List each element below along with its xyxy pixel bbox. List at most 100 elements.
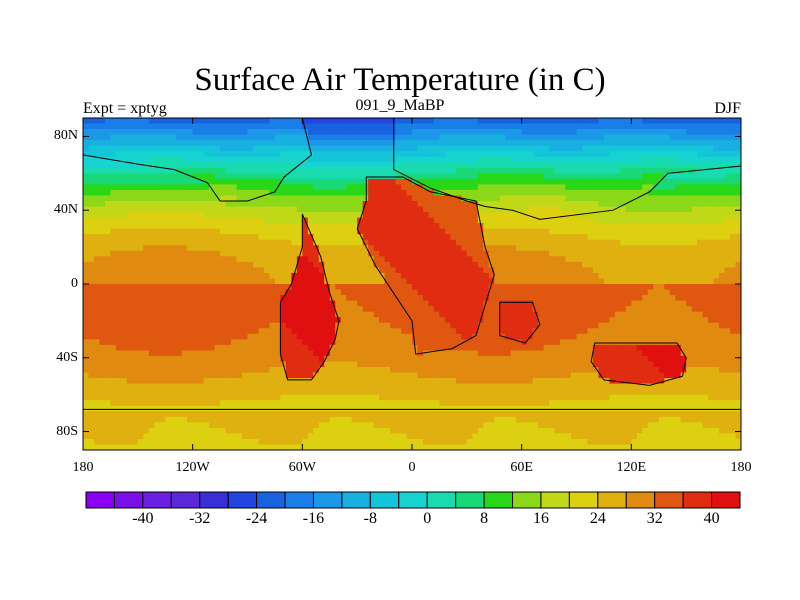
field-cell (88, 145, 95, 152)
field-cell (422, 212, 429, 219)
field-cell (143, 145, 150, 152)
field-cell (401, 189, 408, 196)
field-cell (247, 306, 254, 313)
field-cell (620, 239, 627, 246)
field-cell (357, 311, 364, 318)
field-cell (313, 333, 320, 340)
field-cell (521, 173, 528, 180)
field-cell (532, 212, 539, 219)
field-cell (609, 295, 616, 302)
field-cell (143, 317, 150, 324)
field-cell (187, 339, 194, 346)
field-cell (296, 129, 303, 136)
field-cell (340, 129, 347, 136)
field-cell (592, 267, 599, 274)
field-cell (263, 300, 270, 307)
field-cell (697, 162, 704, 169)
field-cell (252, 156, 259, 163)
field-cell (614, 162, 621, 169)
field-cell (691, 289, 698, 296)
field-cell (121, 156, 128, 163)
field-cell (242, 306, 248, 313)
field-cell (571, 173, 577, 180)
field-cell (99, 206, 106, 213)
field-cell (691, 212, 698, 219)
field-cell (357, 256, 364, 263)
field-cell (220, 178, 227, 185)
field-cell (291, 306, 298, 313)
field-cell (686, 317, 693, 324)
field-cell (422, 184, 429, 191)
field-cell (280, 300, 287, 307)
field-cell (302, 333, 309, 340)
field-cell (192, 118, 199, 125)
field-cell (307, 129, 314, 136)
field-cell (713, 156, 720, 163)
field-cell (83, 173, 89, 180)
field-cell (231, 261, 238, 268)
field-cell (274, 234, 281, 241)
field-cell (351, 284, 358, 291)
field-cell (192, 156, 199, 163)
field-cell (719, 317, 726, 324)
field-cell (318, 328, 325, 335)
field-cell (263, 195, 270, 202)
field-cell (675, 129, 682, 136)
field-cell (417, 223, 424, 230)
field-cell (697, 212, 704, 219)
field-cell (368, 306, 375, 313)
field-cell (104, 129, 111, 136)
field-cell (198, 206, 205, 213)
field-cell (587, 272, 594, 279)
field-cell (609, 278, 616, 285)
field-cell (335, 289, 342, 296)
field-cell (538, 156, 545, 163)
field-cell (313, 295, 320, 302)
field-cell (735, 261, 742, 268)
field-cell (631, 195, 638, 202)
field-cell (247, 140, 254, 147)
field-cell (549, 123, 556, 130)
field-cell (242, 173, 248, 180)
field-cell (609, 306, 616, 313)
field-cell (214, 284, 221, 291)
field-cell (422, 333, 429, 340)
field-cell (444, 289, 451, 296)
field-cell (307, 272, 314, 279)
field-cell (368, 189, 375, 196)
field-cell (291, 272, 298, 279)
field-cell (653, 156, 660, 163)
field-cell (159, 228, 166, 235)
field-cell (384, 129, 391, 136)
field-cell (499, 206, 506, 213)
field-cell (340, 339, 347, 346)
field-cell (686, 223, 693, 230)
field-cell (647, 311, 654, 318)
field-cell (280, 272, 287, 279)
field-cell (88, 295, 95, 302)
field-cell (231, 184, 238, 191)
field-cell (88, 140, 95, 147)
field-cell (242, 311, 248, 318)
field-cell (220, 201, 227, 208)
field-cell (296, 206, 303, 213)
field-cell (592, 129, 599, 136)
field-cell (313, 250, 320, 257)
field-cell (422, 156, 429, 163)
field-cell (417, 151, 424, 158)
field-cell (225, 344, 232, 351)
field-cell (296, 123, 303, 130)
field-cell (625, 123, 632, 130)
field-cell (653, 184, 660, 191)
field-cell (505, 256, 512, 263)
field-cell (225, 201, 232, 208)
field-cell (395, 201, 402, 208)
field-cell (412, 212, 418, 219)
field-cell (488, 173, 495, 180)
field-cell (274, 140, 281, 147)
field-cell (318, 223, 325, 230)
field-cell (220, 245, 227, 252)
field-cell (483, 134, 490, 141)
field-cell (302, 212, 309, 219)
field-cell (148, 245, 155, 252)
